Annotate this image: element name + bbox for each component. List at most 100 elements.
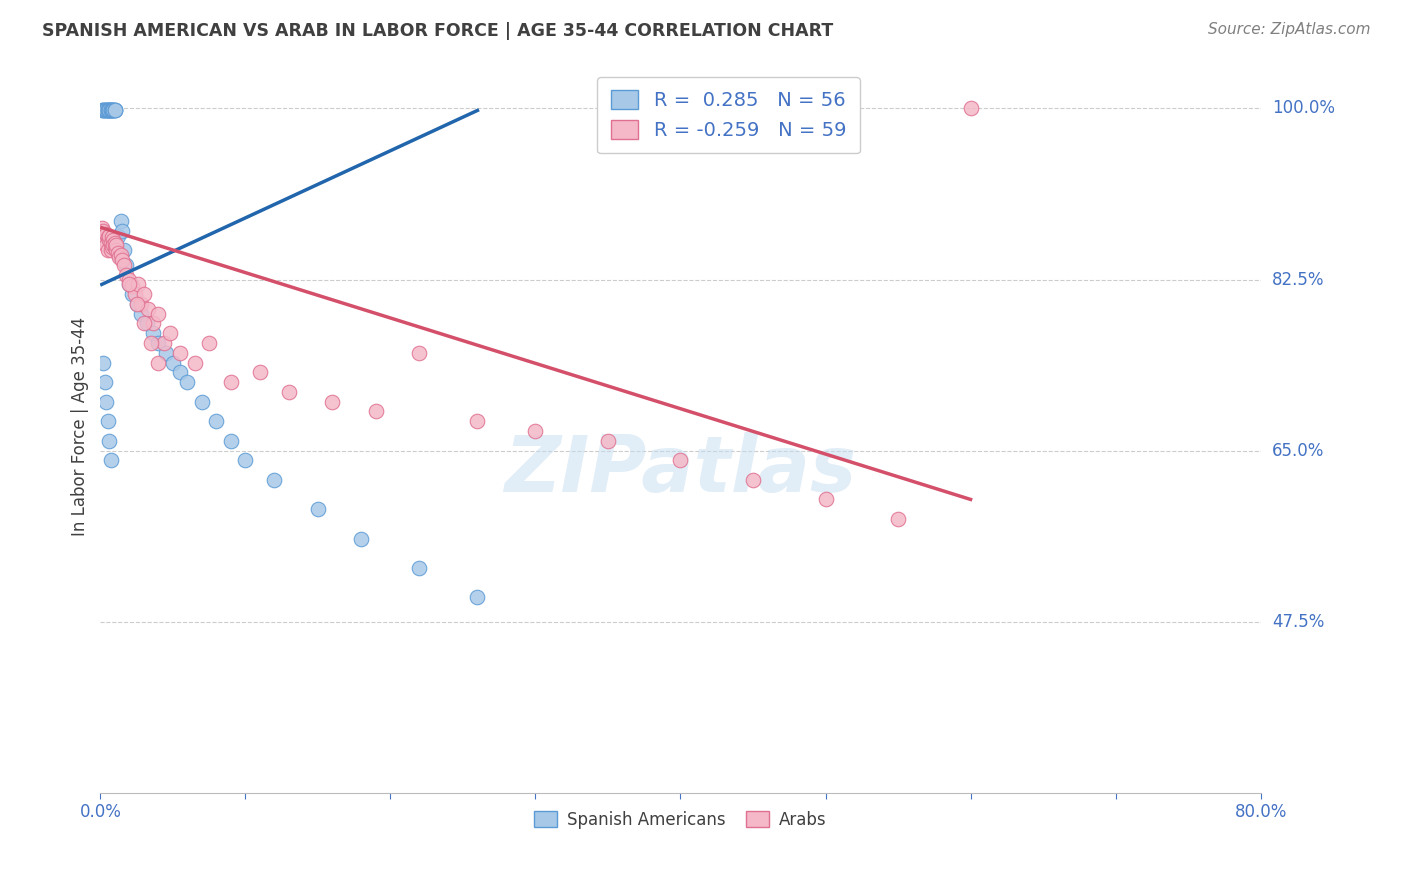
Point <box>103 103 125 118</box>
Point <box>467 590 489 604</box>
Point <box>93 375 115 389</box>
Point <box>101 103 124 118</box>
Point <box>263 473 285 487</box>
Point <box>219 375 242 389</box>
Point <box>108 250 131 264</box>
Text: Source: ZipAtlas.com: Source: ZipAtlas.com <box>1208 22 1371 37</box>
Point <box>101 103 124 118</box>
Point <box>91 224 114 238</box>
Point <box>142 317 165 331</box>
Point <box>91 103 114 118</box>
Point <box>101 240 124 254</box>
Point <box>350 532 373 546</box>
Point <box>100 103 122 118</box>
Point <box>408 346 430 360</box>
Point <box>118 277 141 292</box>
Point <box>198 336 221 351</box>
Point <box>277 384 299 399</box>
Point <box>111 224 134 238</box>
Point <box>91 355 114 369</box>
Point <box>125 297 148 311</box>
Point <box>100 453 122 467</box>
Text: 65.0%: 65.0% <box>1272 442 1324 459</box>
Point <box>93 228 115 243</box>
Text: 47.5%: 47.5% <box>1272 613 1324 631</box>
Point <box>132 317 155 331</box>
Point <box>98 234 121 248</box>
Point <box>93 234 115 248</box>
Point <box>142 326 165 341</box>
Point <box>104 103 127 118</box>
Point <box>814 492 837 507</box>
Text: SPANISH AMERICAN VS ARAB IN LABOR FORCE | AGE 35-44 CORRELATION CHART: SPANISH AMERICAN VS ARAB IN LABOR FORCE … <box>42 22 834 40</box>
Point <box>321 394 343 409</box>
Point <box>162 355 184 369</box>
Point <box>101 230 124 244</box>
Point <box>132 287 155 301</box>
Point <box>148 307 170 321</box>
Point <box>887 512 910 526</box>
Legend: Spanish Americans, Arabs: Spanish Americans, Arabs <box>527 805 834 836</box>
Point <box>91 103 114 118</box>
Point <box>408 561 430 575</box>
Point <box>110 214 132 228</box>
Point <box>219 434 242 448</box>
Point <box>249 365 271 379</box>
Point <box>139 336 162 351</box>
Point <box>97 414 120 428</box>
Point <box>100 236 122 251</box>
Point <box>959 102 981 116</box>
Point <box>176 375 198 389</box>
Point <box>155 346 177 360</box>
Point <box>121 287 143 301</box>
Text: 100.0%: 100.0% <box>1272 100 1334 118</box>
Point <box>104 103 127 118</box>
Point <box>112 243 135 257</box>
Point <box>90 103 112 118</box>
Point <box>100 243 122 257</box>
Text: 82.5%: 82.5% <box>1272 270 1324 288</box>
Point <box>98 103 121 118</box>
Point <box>103 103 125 118</box>
Point <box>524 424 547 438</box>
Point <box>107 246 129 260</box>
Point <box>183 355 205 369</box>
Point <box>100 103 122 118</box>
Point <box>103 238 125 252</box>
Point <box>169 365 191 379</box>
Point <box>136 301 159 316</box>
Point <box>118 277 141 292</box>
Y-axis label: In Labor Force | Age 35-44: In Labor Force | Age 35-44 <box>72 317 89 536</box>
Point <box>104 236 127 251</box>
Point <box>108 248 131 262</box>
Point <box>742 473 765 487</box>
Point <box>105 238 128 252</box>
Point <box>94 227 117 241</box>
Point <box>127 277 149 292</box>
Point <box>191 394 214 409</box>
Point <box>111 252 134 267</box>
Point <box>107 228 129 243</box>
Point <box>97 243 120 257</box>
Point <box>115 258 138 272</box>
Point <box>129 297 152 311</box>
Point <box>97 103 120 118</box>
Point <box>121 279 143 293</box>
Point <box>98 103 121 118</box>
Point <box>104 103 127 118</box>
Point <box>596 434 619 448</box>
Point <box>153 336 176 351</box>
Point <box>90 220 112 235</box>
Point <box>129 307 152 321</box>
Point <box>148 336 170 351</box>
Point <box>105 238 128 252</box>
Point <box>98 434 121 448</box>
Point <box>124 287 146 301</box>
Point <box>98 228 121 243</box>
Point <box>115 268 138 282</box>
Point <box>94 103 117 118</box>
Point <box>94 238 117 252</box>
Point <box>93 103 115 118</box>
Point <box>94 394 117 409</box>
Point <box>159 326 181 341</box>
